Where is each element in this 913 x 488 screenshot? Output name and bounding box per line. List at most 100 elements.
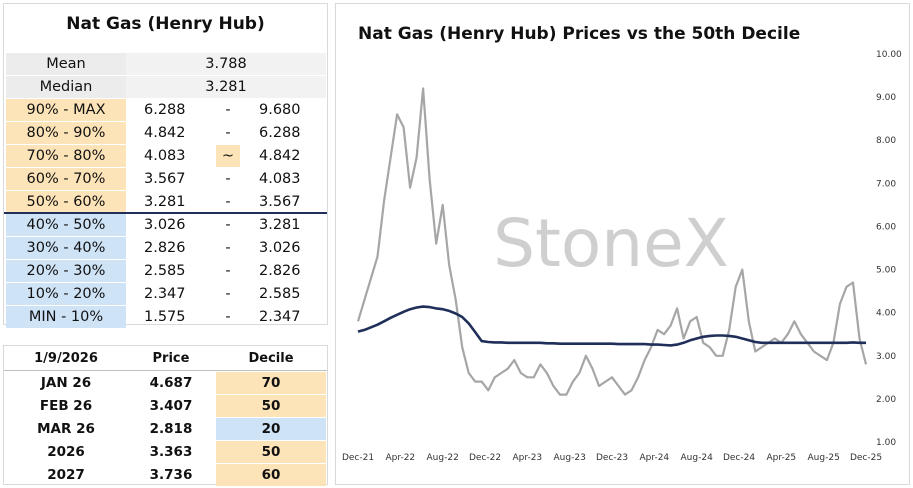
decile-low-value: 3.567 bbox=[144, 171, 186, 187]
median-label: Median bbox=[6, 76, 126, 98]
contract-price: 3.363 bbox=[149, 444, 193, 460]
decile-low-value: 4.842 bbox=[144, 125, 186, 141]
decile-range-label: 60% - 70% bbox=[6, 168, 126, 190]
decile-high-value: 3.026 bbox=[259, 240, 301, 256]
decile-low-value: 2.826 bbox=[144, 240, 186, 256]
x-tick-label: Apr-24 bbox=[639, 453, 669, 463]
price-table-panel: 1/9/2026 Price Decile JAN 26 4.687 70 FEB 2… bbox=[3, 345, 328, 486]
decile-table-title: Nat Gas (Henry Hub) bbox=[66, 14, 265, 34]
decile-high-value: 2.826 bbox=[259, 263, 301, 279]
decile-separator: - bbox=[225, 171, 231, 187]
contract-price: 2.818 bbox=[149, 421, 193, 437]
price-column-header: Price bbox=[152, 351, 190, 366]
decile-low-value: 2.585 bbox=[144, 263, 186, 279]
x-tick-label: Dec-23 bbox=[596, 453, 628, 463]
x-tick-label: Dec-22 bbox=[469, 453, 501, 463]
decile-column-header: Decile bbox=[248, 351, 294, 366]
decile-separator: - bbox=[225, 194, 231, 210]
y-tick-label: 3.00 bbox=[876, 352, 896, 362]
contract-label: FEB 26 bbox=[39, 398, 93, 414]
decile-separator: ~ bbox=[216, 145, 240, 167]
decile-row: 10% - 20% 2.347 - 2.585 bbox=[4, 283, 327, 306]
mean-value: 3.788 bbox=[205, 56, 247, 72]
decile-row: 80% - 90% 4.842 - 6.288 bbox=[4, 122, 327, 145]
decile-range-label: 30% - 40% bbox=[6, 237, 126, 259]
contract-decile: 20 bbox=[216, 418, 326, 440]
mean-row: Mean 3.788 bbox=[4, 53, 327, 76]
decile-high-value: 9.680 bbox=[259, 102, 301, 118]
y-tick-label: 5.00 bbox=[876, 266, 896, 276]
contract-decile: 50 bbox=[216, 395, 326, 417]
decile-row: 20% - 30% 2.585 - 2.826 bbox=[4, 260, 327, 283]
decile-range-label: MIN - 10% bbox=[6, 306, 126, 328]
decile-low-value: 4.083 bbox=[144, 148, 186, 164]
decile-low-value: 3.026 bbox=[144, 217, 186, 233]
median-row: Median 3.281 bbox=[4, 76, 327, 99]
contract-decile: 70 bbox=[216, 372, 326, 394]
decile-low-value: 6.288 bbox=[144, 102, 186, 118]
x-tick-label: Dec-21 bbox=[342, 453, 374, 463]
x-tick-label: Aug-25 bbox=[808, 453, 840, 463]
decile-low-value: 1.575 bbox=[144, 309, 186, 325]
decile-separator: - bbox=[225, 102, 231, 118]
contract-label: 2027 bbox=[47, 467, 85, 483]
price-chart: StoneX 1.00 2.00 3.00 4.00 5.00 6.00 7.00 8.00 9… bbox=[342, 50, 902, 463]
price-table-date: 1/9/2026 bbox=[34, 351, 98, 366]
decile-separator: - bbox=[225, 286, 231, 302]
chart-panel: Nat Gas (Henry Hub) Prices vs the 50th D… bbox=[335, 3, 910, 485]
x-tick-label: Dec-25 bbox=[850, 453, 882, 463]
mean-label: Mean bbox=[6, 53, 126, 75]
y-tick-label: 2.00 bbox=[876, 395, 896, 405]
decile-high-value: 6.288 bbox=[259, 125, 301, 141]
decile-separator: - bbox=[225, 240, 231, 256]
decile-row: MIN - 10% 1.575 - 2.347 bbox=[4, 306, 327, 329]
contract-label: 2026 bbox=[47, 444, 85, 460]
contract-price: 4.687 bbox=[149, 375, 193, 391]
chart-title: Nat Gas (Henry Hub) Prices vs the 50th D… bbox=[358, 24, 801, 44]
decile-high-value: 2.347 bbox=[259, 309, 301, 325]
y-tick-label: 6.00 bbox=[876, 222, 896, 232]
price-table-row: MAR 26 2.818 20 bbox=[4, 418, 327, 441]
contract-decile: 60 bbox=[216, 464, 326, 486]
x-tick-label: Dec-24 bbox=[723, 453, 755, 463]
decile-high-value: 3.567 bbox=[259, 194, 301, 210]
decile-separator: - bbox=[225, 309, 231, 325]
contract-price: 3.407 bbox=[149, 398, 193, 414]
decile-separator: - bbox=[225, 263, 231, 279]
decile-separator: - bbox=[225, 217, 231, 233]
decile-50th-series-line bbox=[357, 305, 866, 347]
decile-row: 50% - 60% 3.281 - 3.567 bbox=[4, 191, 327, 214]
decile-low-value: 3.281 bbox=[144, 194, 186, 210]
price-table-row: JAN 26 4.687 70 bbox=[4, 372, 327, 395]
decile-row: 90% - MAX 6.288 - 9.680 bbox=[4, 99, 327, 122]
decile-row: 70% - 80% 4.083 ~4.842 bbox=[4, 145, 327, 168]
y-tick-label: 4.00 bbox=[876, 309, 896, 319]
decile-row: 60% - 70% 3.567 - 4.083 bbox=[4, 168, 327, 191]
x-tick-label: Apr-23 bbox=[512, 453, 542, 463]
decile-high-value: 4.083 bbox=[259, 171, 301, 187]
decile-high-value: 4.842 bbox=[259, 148, 301, 164]
decile-low-value: 2.347 bbox=[144, 286, 186, 302]
contract-label: JAN 26 bbox=[40, 375, 92, 391]
decile-high-value: 3.281 bbox=[259, 217, 301, 233]
y-tick-label: 10.00 bbox=[876, 50, 902, 60]
decile-range-label: 10% - 20% bbox=[6, 283, 126, 305]
decile-range-label: 20% - 30% bbox=[6, 260, 126, 282]
decile-separator: - bbox=[225, 125, 231, 141]
price-table-row: FEB 26 3.407 50 bbox=[4, 395, 327, 418]
decile-range-label: 80% - 90% bbox=[6, 122, 126, 144]
y-tick-label: 9.00 bbox=[876, 93, 896, 103]
contract-decile: 50 bbox=[216, 441, 326, 463]
y-tick-label: 1.00 bbox=[876, 438, 896, 448]
decile-high-value: 2.585 bbox=[259, 286, 301, 302]
median-divider-line bbox=[4, 212, 327, 214]
price-table-row: 2026 3.363 50 bbox=[4, 441, 327, 464]
decile-table-panel: Nat Gas (Henry Hub) Mean 3.788 Median 3.281… bbox=[3, 3, 328, 328]
decile-range-label: 90% - MAX bbox=[6, 99, 126, 121]
contract-label: MAR 26 bbox=[37, 421, 95, 437]
stonex-watermark: StoneX bbox=[493, 205, 729, 282]
x-tick-label: Aug-22 bbox=[427, 453, 459, 463]
decile-range-label: 40% - 50% bbox=[6, 214, 126, 236]
y-tick-label: 7.00 bbox=[876, 179, 896, 189]
decile-row: 40% - 50% 3.026 - 3.281 bbox=[4, 214, 327, 237]
